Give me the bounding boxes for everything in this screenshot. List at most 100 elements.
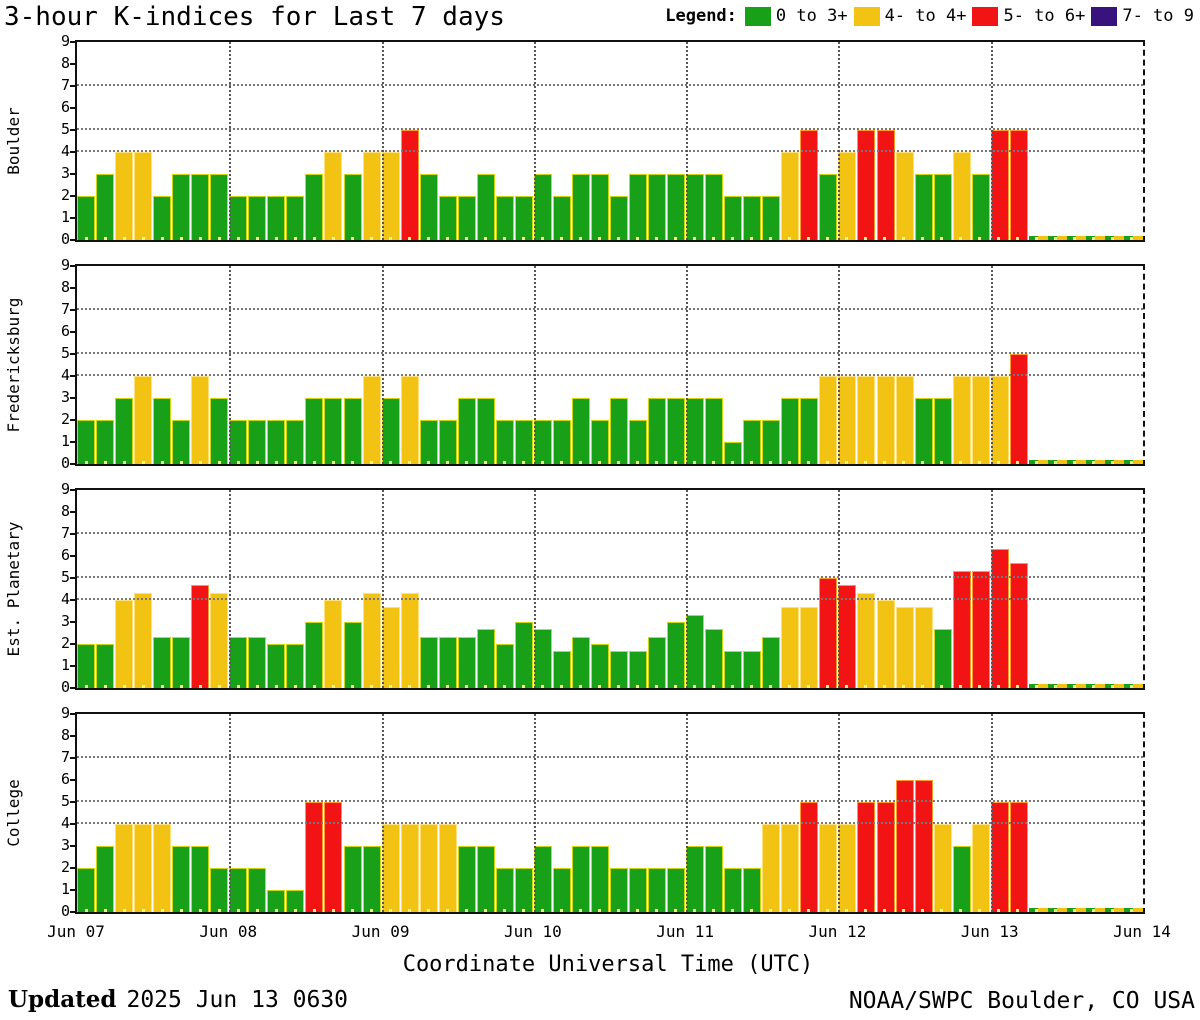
y-tick-label: 2 (60, 410, 70, 428)
legend-item-label: 7- to 9 (1122, 6, 1194, 26)
k-index-bar (476, 174, 495, 240)
k-index-bar (933, 629, 952, 688)
y-tick-label: 8 (60, 278, 70, 296)
k-index-bar (438, 420, 457, 464)
k-index-bar (191, 846, 210, 912)
y-tick-mark (70, 801, 75, 803)
y-tick-mark (70, 353, 75, 355)
k-index-bar (819, 174, 838, 240)
k-index-bar (286, 644, 305, 688)
k-index-bar (115, 398, 134, 464)
k-index-bar (781, 152, 800, 240)
day-gridline (533, 714, 536, 912)
y-tick-mark (70, 419, 75, 421)
k-index-bar (876, 600, 895, 688)
y-tick-mark (70, 713, 75, 715)
k-index-bar (686, 614, 705, 688)
y-tick-label: 0 (60, 230, 70, 248)
k-index-bar (400, 592, 419, 688)
k-index-bar (705, 846, 724, 912)
k-index-bar (210, 174, 229, 240)
h-gridline-k4 (77, 822, 1143, 824)
legend-item-label: 4- to 4+ (884, 6, 967, 26)
k-index-bar (267, 890, 286, 912)
k-index-bar (77, 868, 96, 912)
y-tick-label: 3 (60, 836, 70, 854)
k-index-bar (895, 780, 914, 912)
k-index-bar (77, 420, 96, 464)
legend-swatch (1091, 6, 1118, 26)
day-gridline (990, 714, 993, 912)
y-tick-mark (70, 375, 75, 377)
k-index-bar (724, 651, 743, 688)
y-tick-mark (70, 599, 75, 601)
k-index-bar (648, 636, 667, 688)
legend-item-label: 0 to 3+ (775, 6, 848, 26)
legend-swatch (972, 6, 999, 26)
day-gridline (381, 42, 384, 240)
k-index-bar (457, 846, 476, 912)
k-index-bar (419, 824, 438, 912)
h-gridline-k7 (77, 84, 1143, 86)
y-tick-label: 1 (60, 432, 70, 450)
k-index-bar (115, 600, 134, 688)
y-tick-label: 2 (60, 858, 70, 876)
k-index-bar (210, 868, 229, 912)
k-index-bar (743, 196, 762, 240)
day-gridline (229, 266, 232, 464)
k-index-bar (343, 622, 362, 688)
station-label: Boulder (4, 107, 23, 175)
k-index-bar (96, 420, 115, 464)
k-index-bar (419, 420, 438, 464)
h-gridline-k5 (77, 352, 1143, 354)
k-index-bar (153, 824, 172, 912)
h-gridline-k7 (77, 308, 1143, 310)
k-index-bar (667, 622, 686, 688)
k-index-bar (705, 398, 724, 464)
k-index-bar (571, 636, 590, 688)
k-index-bar (876, 802, 895, 912)
legend-item-label: 5- to 6+ (1003, 6, 1086, 26)
x-tick-label: Jun 12 (808, 922, 867, 941)
k-index-bar (400, 376, 419, 464)
h-gridline-k7 (77, 532, 1143, 534)
k-index-bar (724, 868, 743, 912)
k-index-bar (781, 607, 800, 688)
k-index-bar (743, 420, 762, 464)
day-gridline (686, 42, 689, 240)
k-index-bar (324, 600, 343, 688)
k-index-bar (590, 420, 609, 464)
station-label: Est. Planetary (4, 521, 23, 657)
legend-item: 0 to 3+ (744, 6, 848, 26)
k-index-bar (457, 196, 476, 240)
h-gridline-k4 (77, 598, 1143, 600)
kindex-panel-college (75, 712, 1145, 914)
source-credit: NOAA/SWPC Boulder, CO USA (848, 988, 1195, 1014)
k-index-bar (667, 174, 686, 240)
k-index-bar (819, 578, 838, 688)
k-index-bar (248, 636, 267, 688)
k-index-bar (857, 802, 876, 912)
k-index-bar (705, 174, 724, 240)
y-tick-mark (70, 151, 75, 153)
day-gridline (533, 266, 536, 464)
kindex-panel-boulder (75, 40, 1145, 242)
k-index-bar (686, 846, 705, 912)
k-index-bar (286, 420, 305, 464)
k-index-bar (305, 802, 324, 912)
updated-timestamp: Updated 2025 Jun 13 0630 (8, 986, 348, 1013)
x-axis-title: Coordinate Universal Time (UTC) (402, 952, 814, 977)
k-index-bar (895, 376, 914, 464)
k-index-bar (514, 622, 533, 688)
day-gridline (229, 490, 232, 688)
k-index-bar (362, 376, 381, 464)
y-tick-mark (70, 577, 75, 579)
baseline-tick-dots (77, 685, 1143, 688)
k-index-bar (191, 376, 210, 464)
k-index-bar (77, 644, 96, 688)
k-index-bar (476, 846, 495, 912)
y-tick-mark (70, 533, 75, 535)
k-index-bar (153, 636, 172, 688)
k-index-bar (533, 420, 552, 464)
y-tick-mark (70, 911, 75, 913)
